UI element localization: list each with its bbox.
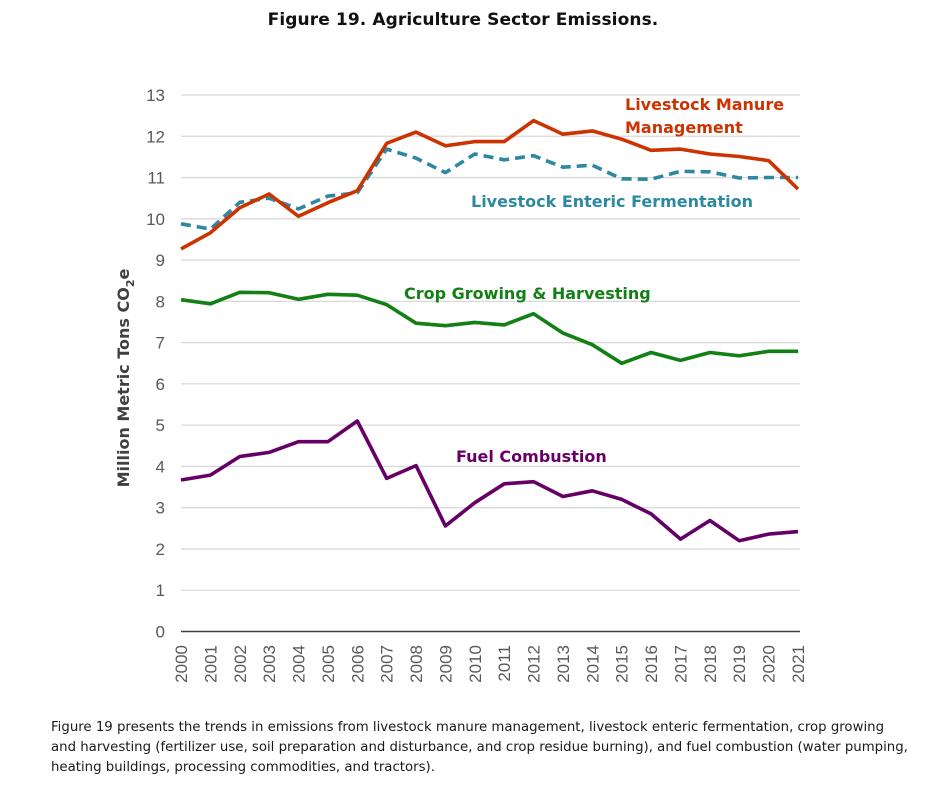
x-axis-ticks: 2000 2001 2002 2003 2004 2005 2006 2007 2008 2009… xyxy=(172,645,808,683)
x-tick-label: 2010 xyxy=(466,645,485,683)
x-tick-label: 2017 xyxy=(671,645,690,683)
y-tick-label: 12 xyxy=(146,127,165,146)
x-tick-label: 2011 xyxy=(495,645,514,682)
x-tick-label: 2016 xyxy=(642,645,661,683)
gridlines xyxy=(181,94,800,591)
y-axis-label-subscript: 2 xyxy=(124,279,137,287)
series-label: Livestock Enteric Fermentation xyxy=(471,192,753,211)
series-labels: Livestock Manure Management Livestock Ente… xyxy=(404,95,784,466)
series-label: Management xyxy=(625,118,743,137)
series-label: Crop Growing & Harvesting xyxy=(404,284,651,303)
y-tick-label: 7 xyxy=(156,334,165,353)
x-tick-label: 2012 xyxy=(525,645,544,683)
x-tick-label: 2003 xyxy=(260,645,279,683)
x-tick-label: 2019 xyxy=(730,645,749,683)
x-tick-label: 2018 xyxy=(701,645,720,683)
x-tick-label: 2021 xyxy=(789,645,808,683)
x-tick-label: 2009 xyxy=(436,645,455,683)
y-tick-label: 9 xyxy=(156,251,165,270)
fuel-combustion-line xyxy=(180,419,799,543)
x-tick-label: 2002 xyxy=(231,645,250,683)
x-tick-label: 2015 xyxy=(613,645,632,683)
x-tick-label: 2020 xyxy=(760,645,779,683)
y-axis-label-main: Million Metric Tons CO xyxy=(114,287,133,487)
x-tick-label: 2014 xyxy=(583,645,602,683)
y-tick-label: 2 xyxy=(156,540,165,559)
x-tick-label: 2008 xyxy=(407,645,426,683)
livestock-manure-management-line xyxy=(180,118,800,251)
x-tick-label: 2013 xyxy=(554,645,573,683)
x-tick-label: 2001 xyxy=(201,645,220,683)
y-tick-label: 8 xyxy=(156,292,165,311)
y-axis-label-tail: e xyxy=(114,268,133,279)
x-tick-label: 2005 xyxy=(319,645,338,683)
y-tick-label: 6 xyxy=(156,375,165,394)
series-lines xyxy=(180,118,800,543)
x-tick-label: 2006 xyxy=(348,645,367,683)
series-label: Fuel Combustion xyxy=(456,447,607,466)
x-tick-label: 2004 xyxy=(290,645,309,683)
y-tick-label: 13 xyxy=(146,86,165,105)
x-tick-label: 2007 xyxy=(378,645,397,683)
y-tick-label: 1 xyxy=(156,581,165,600)
crop-growing-harvesting-line xyxy=(180,290,798,366)
y-tick-label: 5 xyxy=(156,416,165,435)
y-tick-label: 11 xyxy=(147,169,165,188)
x-tick-label: 2000 xyxy=(172,645,191,683)
y-tick-label: 3 xyxy=(156,499,165,518)
y-tick-label: 4 xyxy=(156,457,165,476)
y-axis-label: Million Metric Tons CO2e xyxy=(114,268,137,487)
y-tick-label: 0 xyxy=(156,623,165,642)
y-tick-label: 10 xyxy=(146,210,165,229)
livestock-enteric-fermentation-line xyxy=(180,147,798,231)
figure-caption: Figure 19 presents the trends in emissio… xyxy=(51,720,908,775)
series-label: Livestock Manure xyxy=(625,95,784,114)
figure-title: Figure 19. Agriculture Sector Emissions. xyxy=(267,10,659,30)
